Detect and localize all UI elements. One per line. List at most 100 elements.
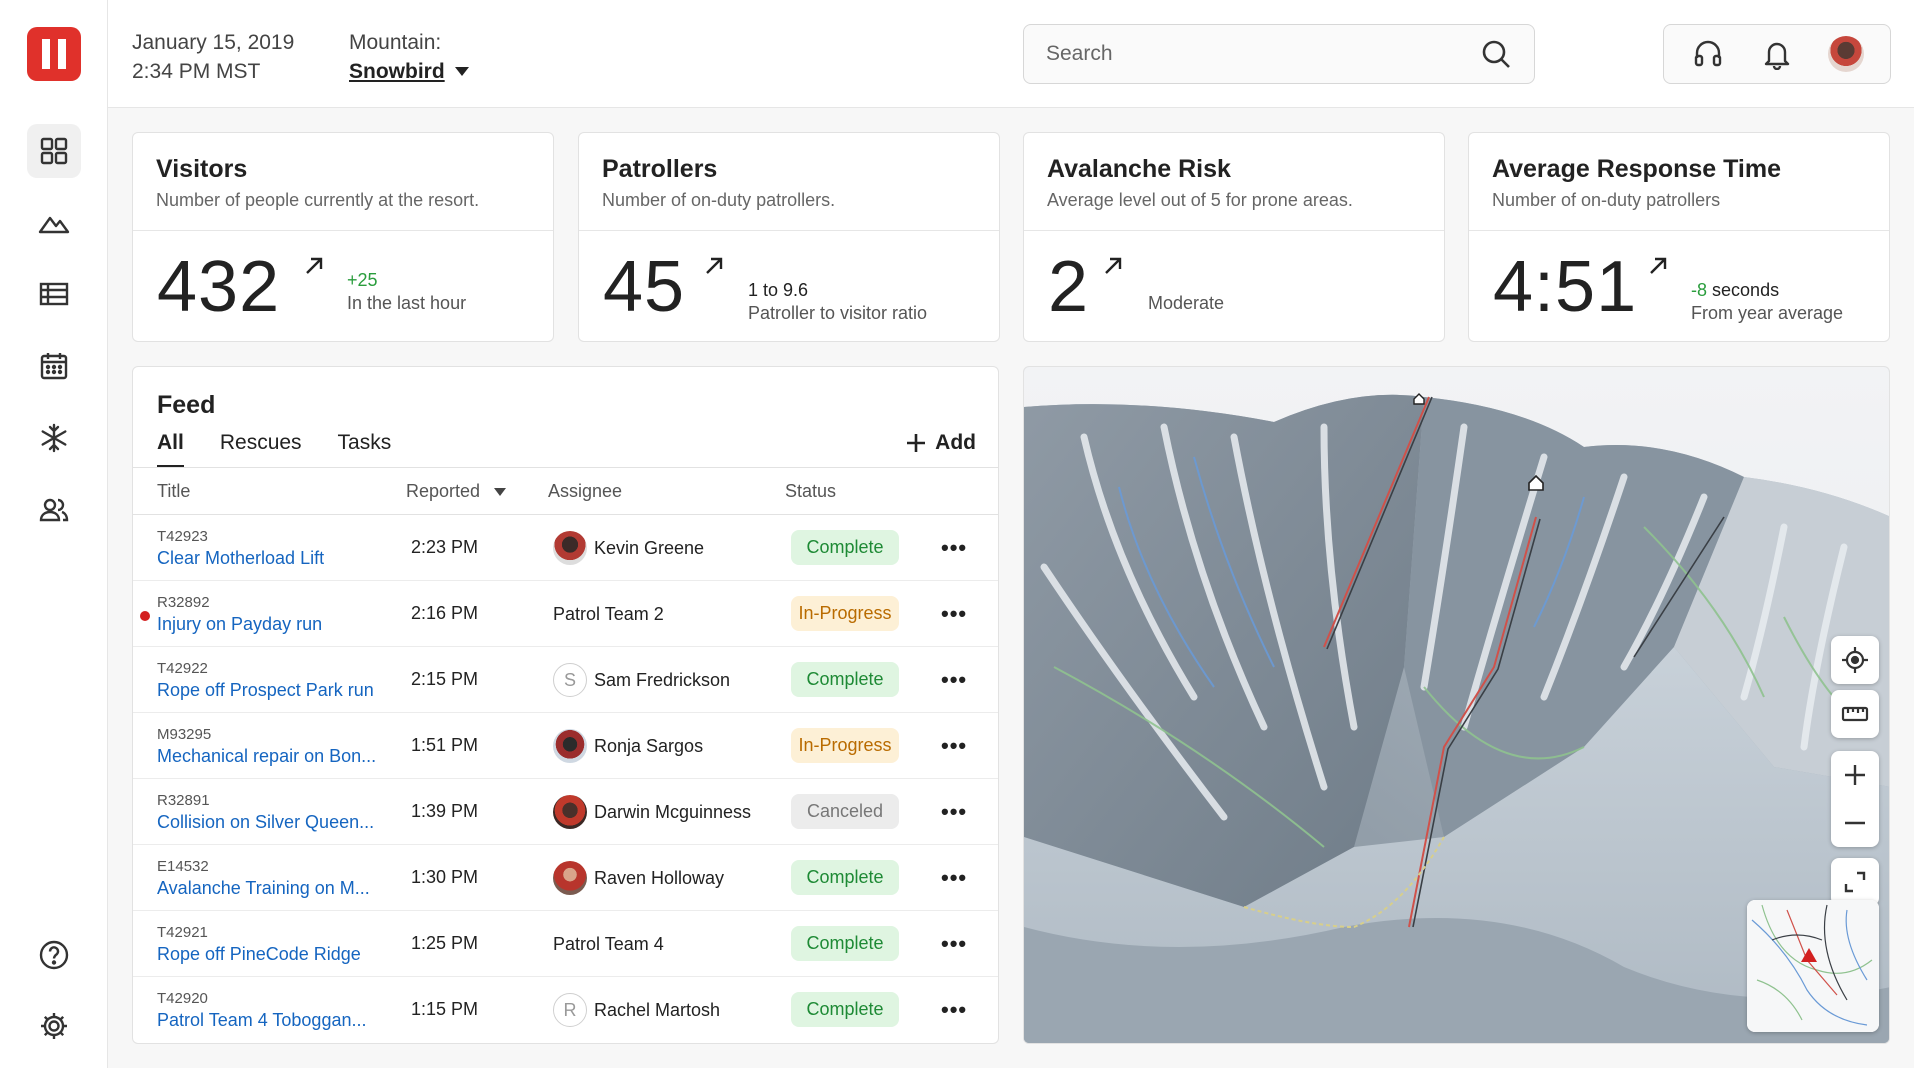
row-time: 2:23 PM	[411, 537, 479, 557]
tab-all[interactable]: All	[157, 431, 184, 468]
col-reported[interactable]: Reported	[406, 481, 507, 502]
feed-panel: Feed All Rescues Tasks Add Title Reporte…	[132, 366, 999, 1044]
status-badge: Canceled	[791, 794, 899, 829]
nav-settings[interactable]	[27, 999, 81, 1053]
expand-icon	[1844, 871, 1866, 893]
row-assignee: Ronja Sargos	[553, 728, 703, 764]
top-bar: January 15, 2019 2:34 PM MST Mountain: S…	[108, 0, 1914, 108]
zoom-in-button[interactable]	[1831, 751, 1879, 799]
more-options-icon[interactable]: •••	[941, 667, 968, 692]
zoom-control	[1831, 751, 1879, 847]
row-title[interactable]: Collision on Silver Queen...	[157, 812, 375, 832]
row-id: E14532	[157, 858, 209, 875]
current-time: 2:34 PM MST	[132, 60, 261, 83]
measure-button[interactable]	[1831, 690, 1879, 738]
table-header: Title Reported Assignee Status	[133, 467, 998, 515]
nav-dashboard[interactable]	[27, 124, 81, 178]
response-delta: -8 seconds From year average	[1691, 279, 1843, 325]
profile-button[interactable]	[1826, 34, 1866, 74]
arrow-up-right-icon	[1650, 257, 1667, 274]
delta-note: From year average	[1691, 303, 1844, 323]
search-icon[interactable]	[1480, 38, 1512, 70]
avatar: S	[553, 663, 587, 697]
row-assignee: R Rachel Martosh	[553, 992, 720, 1028]
more-options-icon[interactable]: •••	[941, 733, 968, 758]
fullscreen-button[interactable]	[1831, 858, 1879, 906]
row-title[interactable]: Patrol Team 4 Toboggan...	[157, 1010, 367, 1030]
mountain-dropdown[interactable]: Snowbird	[349, 57, 469, 86]
avalanche-value: 2	[1048, 247, 1090, 327]
avatar: R	[553, 993, 587, 1027]
more-options-icon[interactable]: •••	[941, 799, 968, 824]
more-options-icon[interactable]: •••	[941, 535, 968, 560]
arrow-up-right-icon	[706, 257, 723, 274]
support-button[interactable]	[1688, 34, 1728, 74]
add-button[interactable]: Add	[905, 431, 976, 455]
nav-snow[interactable]	[27, 411, 81, 465]
avatar	[553, 795, 587, 829]
feed-tabs: All Rescues Tasks	[157, 431, 391, 468]
visitors-delta: +25 In the last hour	[347, 269, 466, 315]
row-id: R32892	[157, 594, 210, 611]
arrow-up-right-icon	[306, 257, 323, 274]
row-time: 1:25 PM	[411, 933, 479, 953]
cross-logo-icon	[42, 39, 66, 69]
more-options-icon[interactable]: •••	[941, 601, 968, 626]
ratio-note: Patroller to visitor ratio	[748, 303, 928, 323]
nav-mountain[interactable]	[27, 196, 81, 250]
row-title[interactable]: Injury on Payday run	[157, 614, 323, 634]
mountain-value: Snowbird	[349, 60, 445, 83]
more-options-icon[interactable]: •••	[941, 931, 968, 956]
row-title[interactable]: Avalanche Training on M...	[157, 878, 370, 898]
mountain-label: Mountain:	[349, 31, 442, 54]
row-time: 1:51 PM	[411, 735, 479, 755]
status-badge: Complete	[791, 662, 899, 697]
tab-rescues[interactable]: Rescues	[219, 431, 302, 454]
card-subtitle: Number of people currently at the resort…	[156, 190, 480, 210]
col-title[interactable]: Title	[157, 481, 191, 501]
more-options-icon[interactable]: •••	[941, 865, 968, 890]
table-row[interactable]: T42923 Clear Motherload Lift 2:23 PM Kev…	[133, 515, 998, 581]
table-row[interactable]: T42921 Rope off PineCode Ridge 1:25 PM P…	[133, 911, 998, 977]
patrollers-ratio: 1 to 9.6 Patroller to visitor ratio	[748, 279, 927, 325]
more-options-icon[interactable]: •••	[941, 997, 968, 1022]
row-time: 2:15 PM	[411, 669, 479, 689]
nav-people[interactable]	[27, 483, 81, 537]
row-id: T42920	[157, 990, 208, 1007]
nav-table[interactable]	[27, 267, 81, 321]
terrain-map[interactable]	[1023, 366, 1890, 1044]
search-input[interactable]	[1046, 42, 1466, 66]
row-title[interactable]: Mechanical repair on Bon...	[157, 746, 377, 766]
toolbar-actions	[1663, 24, 1891, 84]
notifications-button[interactable]	[1757, 34, 1797, 74]
delta-value: -8	[1691, 280, 1708, 300]
table-icon	[39, 282, 69, 306]
row-id: T42921	[157, 924, 208, 941]
people-icon	[39, 498, 69, 522]
delta-unit: seconds	[1712, 280, 1780, 300]
table-row[interactable]: M93295 Mechanical repair on Bon... 1:51 …	[133, 713, 998, 779]
row-id: R32891	[157, 792, 210, 809]
table-row[interactable]: T42922 Rope off Prospect Park run 2:15 P…	[133, 647, 998, 713]
assignee-name: Ronja Sargos	[594, 735, 704, 756]
add-label: Add	[935, 431, 976, 454]
patrollers-card: Patrollers Number of on-duty patrollers.…	[578, 132, 1000, 342]
status-badge: Complete	[791, 860, 899, 895]
col-status[interactable]: Status	[785, 481, 837, 501]
table-row[interactable]: E14532 Avalanche Training on M... 1:30 P…	[133, 845, 998, 911]
col-assignee[interactable]: Assignee	[548, 481, 623, 501]
zoom-out-button[interactable]	[1831, 799, 1879, 847]
table-row[interactable]: R32892 Injury on Payday run 2:16 PM Patr…	[133, 581, 998, 647]
row-title[interactable]: Rope off Prospect Park run	[157, 680, 374, 700]
table-row[interactable]: R32891 Collision on Silver Queen... 1:39…	[133, 779, 998, 845]
nav-help[interactable]	[27, 928, 81, 982]
calendar-icon	[40, 353, 68, 380]
minimap[interactable]	[1747, 900, 1879, 1032]
tab-tasks[interactable]: Tasks	[337, 431, 392, 454]
row-title[interactable]: Rope off PineCode Ridge	[157, 944, 361, 964]
brand-logo[interactable]	[27, 27, 81, 81]
nav-calendar[interactable]	[27, 339, 81, 393]
row-title[interactable]: Clear Motherload Lift	[157, 548, 325, 568]
table-row[interactable]: T42920 Patrol Team 4 Toboggan... 1:15 PM…	[133, 977, 998, 1043]
locate-button[interactable]	[1831, 636, 1879, 684]
